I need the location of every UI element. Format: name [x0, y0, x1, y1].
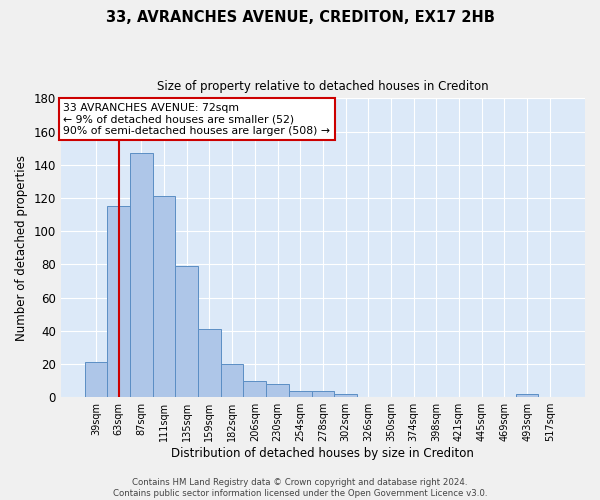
Bar [85, 362, 107, 397]
Bar [266, 384, 289, 397]
Bar [152, 196, 175, 397]
Bar [198, 329, 221, 397]
Text: 33, AVRANCHES AVENUE, CREDITON, EX17 2HB: 33, AVRANCHES AVENUE, CREDITON, EX17 2HB [106, 10, 494, 25]
Bar [130, 153, 152, 397]
Bar [311, 390, 334, 397]
Bar [244, 380, 266, 397]
X-axis label: Distribution of detached houses by size in Crediton: Distribution of detached houses by size … [172, 447, 475, 460]
Bar [334, 394, 357, 397]
Bar [516, 394, 538, 397]
Bar [107, 206, 130, 397]
Y-axis label: Number of detached properties: Number of detached properties [15, 155, 28, 341]
Bar [175, 266, 198, 397]
Title: Size of property relative to detached houses in Crediton: Size of property relative to detached ho… [157, 80, 489, 93]
Text: Contains HM Land Registry data © Crown copyright and database right 2024.
Contai: Contains HM Land Registry data © Crown c… [113, 478, 487, 498]
Bar [221, 364, 244, 397]
Text: 33 AVRANCHES AVENUE: 72sqm
← 9% of detached houses are smaller (52)
90% of semi-: 33 AVRANCHES AVENUE: 72sqm ← 9% of detac… [64, 103, 331, 136]
Bar [289, 390, 311, 397]
